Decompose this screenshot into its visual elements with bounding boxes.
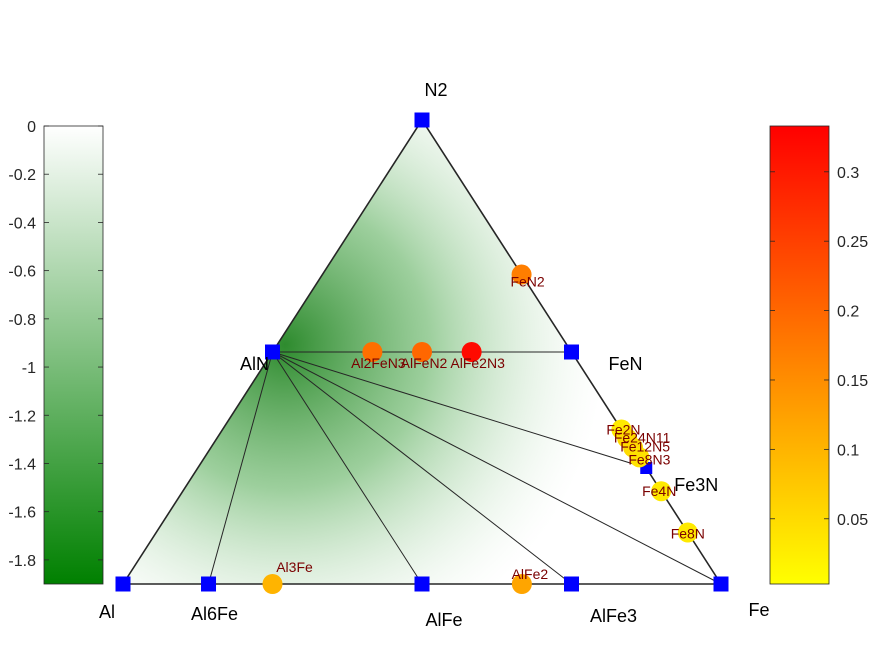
stable-label-fe: Fe bbox=[748, 600, 769, 620]
right-colorbar-tick-label: 0.3 bbox=[837, 165, 859, 182]
unstable-label-alfe2n3: AlFe2N3 bbox=[450, 355, 505, 371]
tie-line-aln-alfe bbox=[272, 351, 423, 585]
unstable-label-fe8n3: Fe8N3 bbox=[628, 451, 670, 467]
unstable-label-alfen2: AlFeN2 bbox=[401, 355, 448, 371]
unstable-point-al2fen3 bbox=[362, 342, 383, 362]
unstable-point-alfe2n3 bbox=[461, 342, 482, 362]
unstable-label-fe8n: Fe8N bbox=[671, 525, 705, 541]
right-colorbar-tick-label: 0.05 bbox=[837, 512, 868, 529]
unstable-label-fe2n: Fe2N bbox=[606, 421, 640, 437]
unstable-point-fe8n bbox=[677, 522, 698, 543]
unstable-point-fe8n3 bbox=[629, 447, 650, 468]
right-colorbar-tick-label: 0.2 bbox=[837, 304, 859, 321]
stable-label-aln: AlN bbox=[240, 354, 269, 374]
stable-point-n2 bbox=[414, 112, 430, 128]
unstable-label-fen2: FeN2 bbox=[510, 274, 544, 290]
left-colorbar-gradient bbox=[43, 125, 104, 585]
left-colorbar-tick-label: -0.4 bbox=[8, 215, 36, 232]
tie-line-aln-al6fe bbox=[208, 351, 273, 585]
right-colorbar-tick-label: 0.25 bbox=[837, 234, 868, 251]
stable-point-al6fe bbox=[201, 576, 217, 592]
left-colorbar-tick-label: -1.8 bbox=[8, 553, 36, 570]
right-colorbar-tick-label: 0.1 bbox=[837, 442, 859, 459]
unstable-label-fe12n5: Fe12N5 bbox=[620, 439, 670, 455]
stable-label-alfe3: AlFe3 bbox=[590, 606, 637, 626]
unstable-label-fe4n: Fe4N bbox=[642, 483, 676, 499]
left-colorbar-tick-label: -0.8 bbox=[8, 312, 36, 329]
left-colorbar-tick-label: -1.2 bbox=[8, 408, 36, 425]
left-colorbar-tick-label: -0.2 bbox=[8, 167, 36, 184]
unstable-point-alfen2 bbox=[412, 342, 432, 362]
left-colorbar: 0 -0.2 -0.4 -0.6 -0.8 -1 -1.2 -1.4 -1.6 -1.8 bbox=[8, 119, 104, 585]
right-colorbar-tick-label: 0.15 bbox=[837, 373, 868, 390]
stable-point-fe bbox=[713, 576, 729, 592]
unstable-label-fe24n11: Fe24N11 bbox=[614, 429, 671, 445]
left-colorbar-tick-label: -1.4 bbox=[8, 456, 36, 473]
unstable-point-fe4n bbox=[651, 481, 672, 502]
unstable-point-alfe2 bbox=[511, 574, 532, 594]
tie-line-aln-fe3n bbox=[272, 351, 647, 469]
left-colorbar-tick-label: -1 bbox=[22, 360, 36, 377]
tie-line-aln-alfe3 bbox=[272, 351, 572, 585]
unstable-label-al2fen3: Al2FeN3 bbox=[351, 355, 406, 371]
stable-point-alfe3 bbox=[564, 576, 579, 592]
stable-point-fen bbox=[564, 344, 579, 360]
stable-label-al: Al bbox=[99, 602, 115, 622]
tie-line-aln-fe bbox=[272, 351, 722, 585]
stable-label-al6fe: Al6Fe bbox=[191, 604, 238, 624]
unstable-point-fen2 bbox=[511, 264, 532, 285]
right-colorbar-gradient bbox=[769, 125, 830, 585]
left-colorbar-tick-label: -1.6 bbox=[8, 505, 36, 522]
stable-label-alfe: AlFe bbox=[425, 610, 462, 630]
stable-point-aln bbox=[265, 344, 280, 360]
right-colorbar: 0.05 0.1 0.15 0.2 0.25 0.3 bbox=[769, 125, 868, 585]
unstable-point-al3fe bbox=[262, 574, 283, 594]
unstable-label-alfe2: AlFe2 bbox=[512, 566, 549, 582]
unstable-label-al3fe: Al3Fe bbox=[276, 559, 313, 575]
left-colorbar-tick-label: -0.6 bbox=[8, 264, 36, 281]
stable-point-alfe bbox=[414, 576, 430, 592]
stable-point-al bbox=[115, 576, 131, 592]
stable-label-n2: N2 bbox=[424, 80, 447, 100]
stable-label-fe3n: Fe3N bbox=[674, 475, 718, 495]
stable-label-fen: FeN bbox=[608, 354, 642, 374]
left-colorbar-tick-label: 0 bbox=[27, 119, 36, 136]
